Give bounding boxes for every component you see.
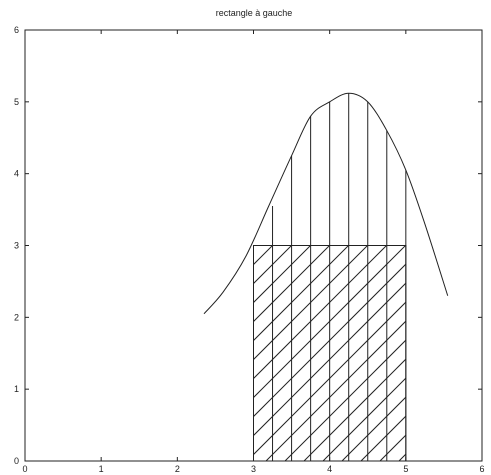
hatch-line [456,246,491,462]
hatch-line [253,301,406,456]
vertical-lines [253,93,407,461]
hatch-line [253,245,254,247]
x-tick-label: 4 [327,464,332,474]
y-tick-label: 6 [14,25,19,35]
hatch-line [253,282,406,437]
hatch-line [253,263,406,418]
x-tick-label: 1 [99,464,104,474]
y-tick-label: 3 [14,241,19,251]
hatch-line [265,320,406,461]
y-tick-label: 4 [14,169,19,179]
hatch-line [379,434,406,461]
y-axis-ticks: 0 1 2 3 4 5 6 [14,25,482,466]
hatch-line [253,245,330,323]
hatch-line [284,339,406,461]
x-tick-label: 3 [251,464,256,474]
hatch-line [253,245,406,399]
y-tick-label: 5 [14,97,19,107]
y-tick-label: 2 [14,312,19,322]
hatch-line [418,246,491,462]
hatch-line [253,245,311,304]
x-tick-label: 0 [22,464,27,474]
hatch-line [253,245,273,266]
y-tick-label: 0 [14,456,19,466]
rectangle-hatch [253,245,491,462]
hatch-line [341,396,406,461]
hatch-line [475,246,491,462]
hatch-line [360,415,406,461]
function-curve [203,92,449,315]
hatch-line [253,245,292,285]
hatch-line [253,245,387,380]
hatch-line [253,245,368,361]
chart-title: rectangle à gauche [216,8,293,18]
hatch-line [398,453,406,461]
hatch-line [437,246,491,462]
hatch-line [322,377,406,461]
hatch-line [253,245,349,342]
x-tick-label: 2 [175,464,180,474]
x-tick-label: 5 [403,464,408,474]
hatch-line [303,358,406,461]
y-tick-label: 1 [14,384,19,394]
x-tick-label: 6 [479,464,484,474]
